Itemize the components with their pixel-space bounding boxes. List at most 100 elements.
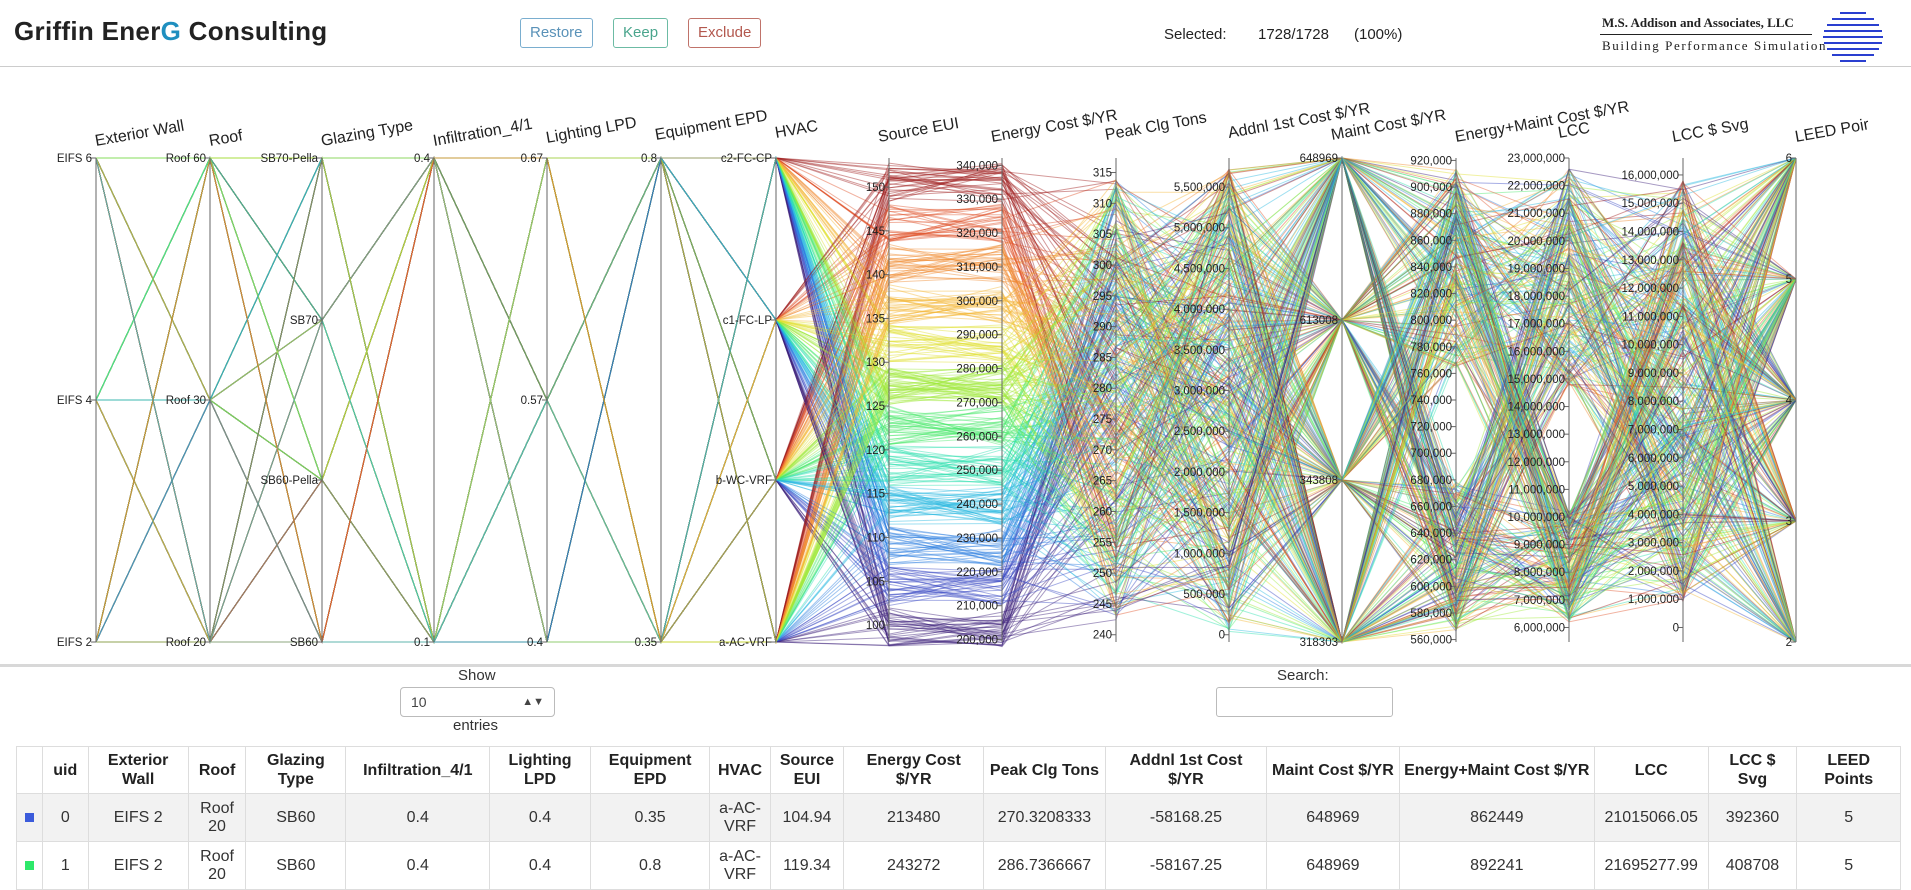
- axis-label[interactable]: LEED Poir: [1794, 116, 1871, 146]
- data-polyline: [95, 157, 1797, 643]
- tick-label: 300: [1093, 260, 1112, 272]
- column-header[interactable]: Peak Clg Tons: [983, 746, 1106, 794]
- axis-label[interactable]: Infiltration_4/1: [432, 116, 534, 150]
- data-polyline: [95, 156, 1797, 643]
- axis-label[interactable]: Exterior Wall: [94, 118, 186, 150]
- data-polyline: [95, 156, 1797, 643]
- axis-label[interactable]: Lighting LPD: [545, 114, 638, 147]
- axis-label[interactable]: Energy Cost $/YR: [990, 107, 1119, 146]
- data-polyline: [95, 157, 1797, 643]
- data-polyline: [96, 157, 1797, 643]
- column-header[interactable]: uid: [42, 746, 89, 794]
- table-cell: 862449: [1398, 793, 1595, 842]
- data-polyline: [95, 157, 1797, 643]
- data-polyline: [96, 157, 1797, 643]
- data-polyline: [95, 157, 1797, 644]
- table-cell: Roof 20: [187, 841, 247, 890]
- data-polyline: [95, 242, 1797, 644]
- column-header[interactable]: Source EUI: [769, 746, 845, 794]
- tick-label: 340,000: [956, 160, 998, 172]
- data-polyline: [96, 157, 1797, 643]
- column-header[interactable]: Addnl 1st Cost $/YR: [1104, 746, 1268, 794]
- company-logo: M.S. Addison and Associates, LLC Buildin…: [1600, 10, 1900, 62]
- data-polyline: [95, 156, 1797, 644]
- table-row[interactable]: 0 EIFS 2 Roof 20 SB60 0.4 0.4 0.35 a-AC-VRF 104.…: [15, 793, 1901, 842]
- column-header[interactable]: Energy+Maint Cost $/YR: [1398, 746, 1595, 794]
- exclude-button[interactable]: Exclude: [688, 18, 762, 48]
- data-polyline: [95, 157, 1797, 643]
- data-polyline: [96, 157, 1797, 644]
- column-header[interactable]: HVAC: [709, 746, 771, 794]
- axis-label[interactable]: Energy+Maint Cost $/YR: [1454, 99, 1631, 146]
- data-polyline: [95, 157, 1797, 644]
- column-header[interactable]: Equipment EPD: [589, 746, 711, 794]
- tick-label: 11,000,000: [1508, 484, 1565, 496]
- data-polyline: [96, 156, 1797, 644]
- data-polyline: [95, 156, 1797, 643]
- data-polyline: [95, 157, 1797, 644]
- data-polyline: [96, 156, 1797, 643]
- data-polyline: [95, 157, 1797, 644]
- data-polyline: [96, 157, 1797, 643]
- data-polyline: [95, 156, 1797, 644]
- axis[interactable]: EIFS 6 EIFS 4 EIFS 2 Exterior Wall: [57, 118, 186, 649]
- data-polyline: [95, 157, 1797, 644]
- data-polyline: [96, 156, 1797, 643]
- table-cell: 0.4: [345, 793, 491, 842]
- axis-label[interactable]: Roof: [208, 127, 245, 150]
- column-header[interactable]: LEED Points: [1796, 746, 1901, 794]
- axis-label[interactable]: LCC: [1557, 120, 1591, 142]
- axis[interactable]: SB70-Pella SB70 SB60-Pella SB60 Glazing Type: [260, 117, 414, 649]
- axis-label[interactable]: Source EUI: [877, 115, 961, 146]
- data-polyline: [95, 156, 1797, 644]
- axis-label[interactable]: HVAC: [774, 118, 820, 142]
- data-polyline: [95, 156, 1797, 643]
- data-polyline: [95, 157, 1797, 644]
- tick-label: 560,000: [1410, 635, 1452, 647]
- table-cell: EIFS 2: [87, 793, 189, 842]
- column-header[interactable]: Infiltration_4/1: [345, 746, 491, 794]
- axis-label[interactable]: Glazing Type: [320, 117, 415, 150]
- column-header[interactable]: Maint Cost $/YR: [1266, 746, 1400, 794]
- entries-select[interactable]: 10 ▲▼: [400, 687, 555, 717]
- axis-label[interactable]: LCC $ Svg: [1671, 116, 1750, 146]
- axis-label[interactable]: Equipment EPD: [654, 107, 769, 144]
- data-polyline: [96, 157, 1797, 644]
- data-polyline: [95, 156, 1797, 643]
- axis[interactable]: 16,000,000 15,000,000 14,000,000 13,000,000…: [1621, 116, 1750, 642]
- data-polyline: [95, 157, 1797, 644]
- axis[interactable]: 23,000,000 22,000,000 21,000,000 20,000,000…: [1507, 120, 1591, 642]
- column-header[interactable]: Glazing Type: [245, 746, 347, 794]
- column-header[interactable]: Lighting LPD: [489, 746, 591, 794]
- tick-label: 4: [1786, 395, 1793, 407]
- table-cell: 648969: [1266, 793, 1400, 842]
- search-input[interactable]: [1216, 687, 1393, 717]
- column-header[interactable]: Roof: [187, 746, 247, 794]
- axis[interactable]: 6 5 4 3 2 LEED Poir: [1786, 116, 1871, 649]
- column-header[interactable]: LCC $ Svg: [1707, 746, 1798, 794]
- data-polyline: [96, 156, 1797, 643]
- axis[interactable]: 0.4 0.1 Infiltration_4/1: [414, 116, 534, 649]
- tick-label: 680,000: [1410, 475, 1452, 487]
- axis-label[interactable]: Peak Clg Tons: [1104, 109, 1208, 144]
- data-polyline: [95, 156, 1797, 644]
- keep-button[interactable]: Keep: [613, 18, 669, 48]
- axis[interactable]: 0.8 0.35 Equipment EPD: [635, 107, 769, 649]
- table-row[interactable]: 1 EIFS 2 Roof 20 SB60 0.4 0.4 0.8 a-AC-VRF 119.3…: [15, 841, 1901, 890]
- data-polyline: [95, 156, 1797, 643]
- data-polyline: [95, 157, 1797, 644]
- axis[interactable]: Roof 60 Roof 30 Roof 20 Roof: [166, 127, 245, 649]
- column-header[interactable]: LCC: [1593, 746, 1709, 794]
- restore-button[interactable]: Restore: [520, 18, 593, 48]
- data-polyline: [95, 157, 1797, 643]
- column-header[interactable]: Exterior Wall: [87, 746, 189, 794]
- tick-label: 220,000: [956, 567, 998, 579]
- data-polyline: [96, 156, 1797, 643]
- table-cell: a-AC-VRF: [709, 793, 771, 842]
- data-polyline: [96, 157, 1797, 644]
- column-header[interactable]: Energy Cost $/YR: [843, 746, 985, 794]
- tick-label: b-WC-VRF: [716, 475, 772, 487]
- data-polyline: [95, 157, 1797, 644]
- tick-label: 115: [867, 489, 885, 501]
